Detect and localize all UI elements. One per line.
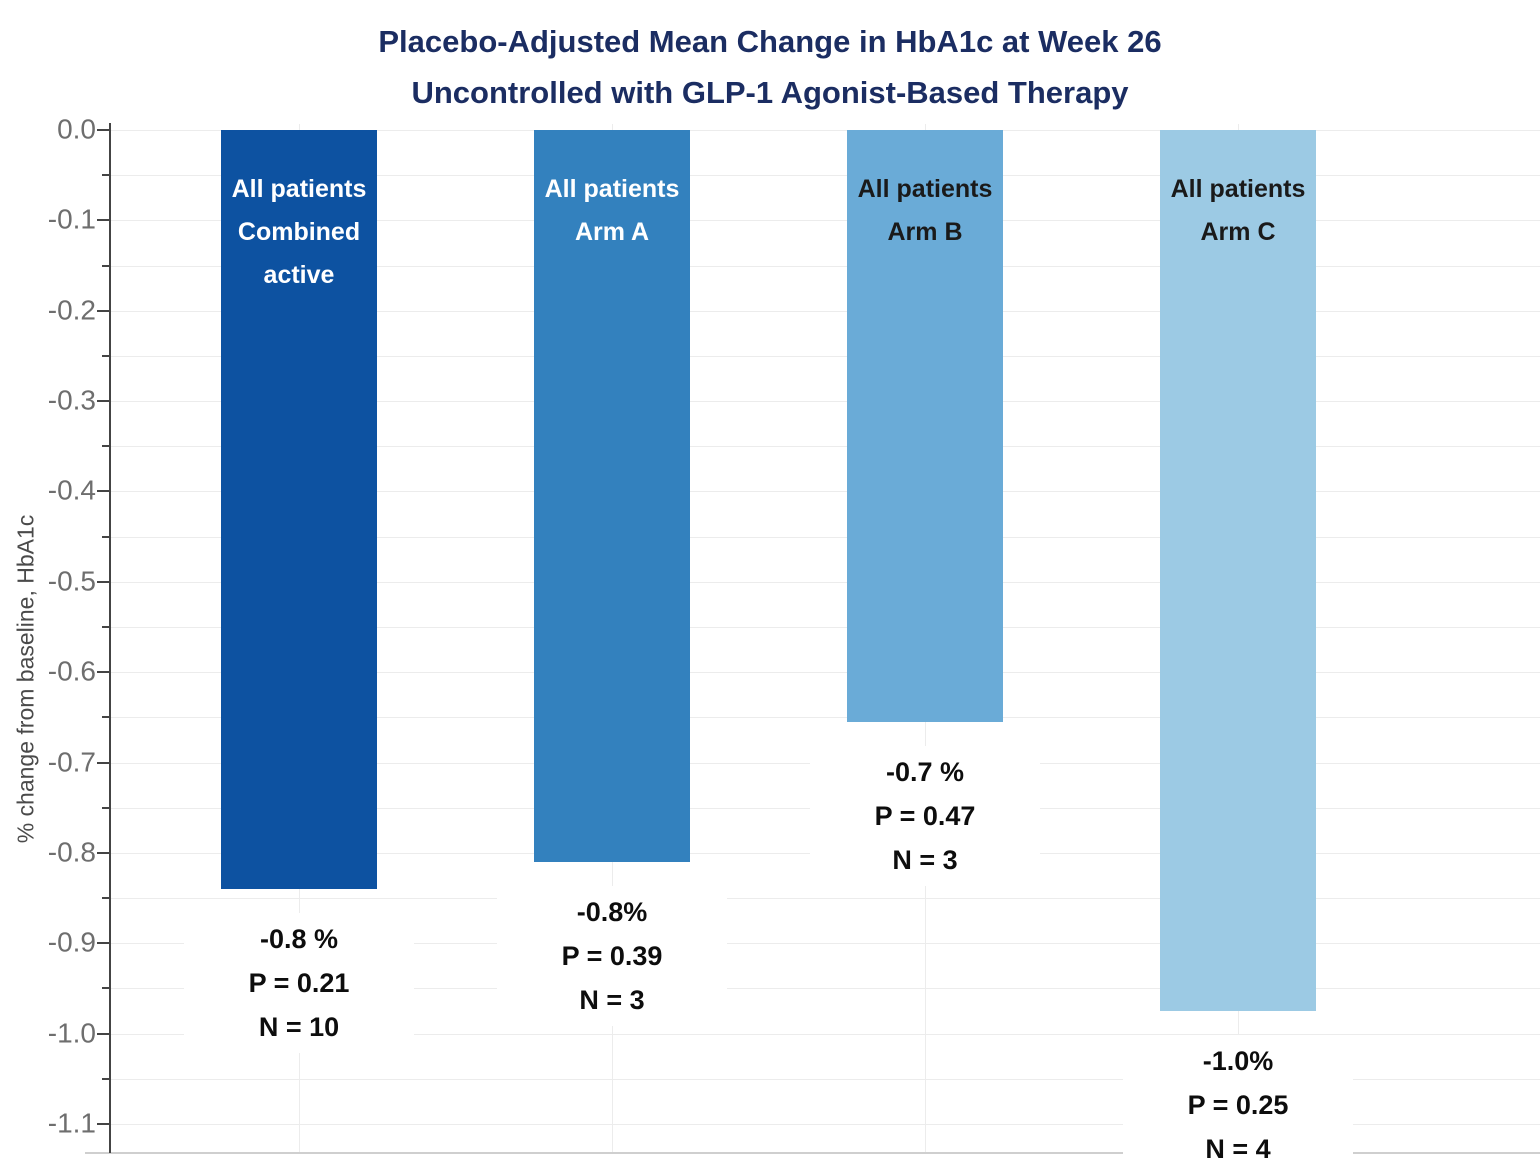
- h-gridline: [110, 175, 1540, 177]
- n-count-label: N = 3: [892, 844, 958, 875]
- bar-annotation: -0.8 % P = 0.21 N = 10: [184, 913, 414, 1054]
- n-count-label: N = 4: [1205, 1134, 1271, 1164]
- y-tick-label: -1.0: [47, 1016, 96, 1048]
- h-gridline: [110, 626, 1540, 628]
- bar-label: All patients Combined active: [221, 130, 377, 297]
- chart-title-line2: Uncontrolled with GLP-1 Agonist-Based Th…: [411, 75, 1129, 110]
- h-gridline: [110, 943, 1540, 945]
- bar-label-line: active: [263, 261, 335, 289]
- y-minor-tick: [102, 264, 110, 267]
- value-label: -0.8%: [576, 896, 648, 927]
- bar-label-line: All patients: [857, 175, 993, 203]
- h-gridline: [110, 401, 1540, 403]
- h-gridline: [110, 220, 1540, 222]
- y-axis-title: % change from baseline, HbA1c: [12, 514, 39, 844]
- y-minor-tick: [102, 806, 110, 809]
- plot-bottom-border: [85, 1152, 1540, 1154]
- y-minor-tick: [102, 354, 110, 357]
- y-major-tick: [97, 851, 110, 854]
- y-major-tick: [97, 129, 110, 131]
- y-major-tick: [97, 219, 110, 222]
- y-major-tick: [97, 1032, 110, 1035]
- y-major-tick: [97, 1122, 110, 1125]
- chart-title-line1: Placebo-Adjusted Mean Change in HbA1c at…: [378, 24, 1162, 59]
- y-tick-label: 0.0: [57, 113, 96, 145]
- y-minor-tick: [102, 535, 110, 538]
- y-minor-tick: [102, 716, 110, 719]
- y-major-tick: [97, 942, 110, 945]
- bar-label-line: Arm C: [1200, 218, 1276, 246]
- value-label: -1.0%: [1202, 1046, 1274, 1076]
- y-tick-label: -0.9: [47, 926, 96, 958]
- y-tick-label: -0.6: [47, 655, 96, 687]
- y-minor-tick: [102, 897, 110, 900]
- y-tick-label: -0.2: [47, 294, 96, 326]
- value-label: -0.7 %: [885, 756, 965, 787]
- h-gridline: [110, 1033, 1540, 1035]
- h-gridline: [110, 536, 1540, 538]
- p-value-label: P = 0.47: [874, 800, 976, 831]
- h-gridline: [110, 581, 1540, 583]
- bar-annotation: -0.7 % P = 0.47 N = 3: [810, 745, 1040, 886]
- bar-label: All patients Arm A: [534, 130, 690, 254]
- n-count-label: N = 3: [579, 984, 645, 1015]
- bar-label-line: All patients: [544, 175, 680, 203]
- y-major-tick: [97, 400, 110, 403]
- bar-3: All patients Arm B: [847, 130, 1003, 722]
- y-major-tick: [97, 671, 110, 674]
- y-major-tick: [97, 309, 110, 312]
- y-major-tick: [97, 761, 110, 764]
- h-gridline: [110, 265, 1540, 267]
- y-tick-label: -0.8: [47, 836, 96, 868]
- bar-label-line: All patients: [1170, 175, 1306, 203]
- h-gridline: [110, 491, 1540, 493]
- bar-annotation: -1.0% P = 0.25 N = 4: [1123, 1035, 1353, 1164]
- bar-label-line: Arm A: [574, 218, 650, 246]
- y-major-tick: [97, 580, 110, 583]
- bar-label-line: Arm B: [887, 218, 963, 246]
- y-tick-label: -1.1: [47, 1107, 96, 1139]
- y-minor-tick: [102, 987, 110, 990]
- bar-4: All patients Arm C: [1160, 130, 1316, 1011]
- y-axis-line: [109, 123, 111, 1153]
- y-minor-tick: [102, 625, 110, 628]
- bar-label-line: Combined: [237, 218, 361, 246]
- h-gridline: [110, 672, 1540, 674]
- y-minor-tick: [102, 445, 110, 448]
- h-gridline: [110, 130, 1540, 131]
- y-tick-label: -0.1: [47, 203, 96, 235]
- y-tick-label: -0.3: [47, 384, 96, 416]
- bar-label-line: All patients: [231, 175, 367, 203]
- y-major-tick: [97, 490, 110, 493]
- h-gridline: [110, 898, 1540, 900]
- bar-annotation: -0.8% P = 0.39 N = 3: [497, 885, 727, 1026]
- bar-label: All patients Arm B: [847, 130, 1003, 254]
- h-gridline: [110, 446, 1540, 448]
- p-value-label: P = 0.21: [248, 968, 350, 999]
- h-gridline: [110, 1078, 1540, 1080]
- y-minor-tick: [102, 1077, 110, 1080]
- p-value-label: P = 0.25: [1187, 1090, 1289, 1120]
- y-tick-label: -0.4: [47, 474, 96, 506]
- p-value-label: P = 0.39: [561, 940, 663, 971]
- h-gridline: [110, 355, 1540, 357]
- chart-title: Placebo-Adjusted Mean Change in HbA1c at…: [0, 16, 1540, 118]
- bar-1: All patients Combined active: [221, 130, 377, 890]
- h-gridline: [110, 988, 1540, 990]
- h-gridline: [110, 310, 1540, 312]
- value-label: -0.8 %: [259, 924, 339, 955]
- h-gridline: [110, 717, 1540, 719]
- n-count-label: N = 10: [258, 1012, 340, 1043]
- y-minor-tick: [102, 174, 110, 177]
- y-tick-label: -0.5: [47, 565, 96, 597]
- bar-2: All patients Arm A: [534, 130, 690, 862]
- y-tick-label: -0.7: [47, 745, 96, 777]
- bar-label: All patients Arm C: [1160, 130, 1316, 254]
- h-gridline: [110, 1123, 1540, 1125]
